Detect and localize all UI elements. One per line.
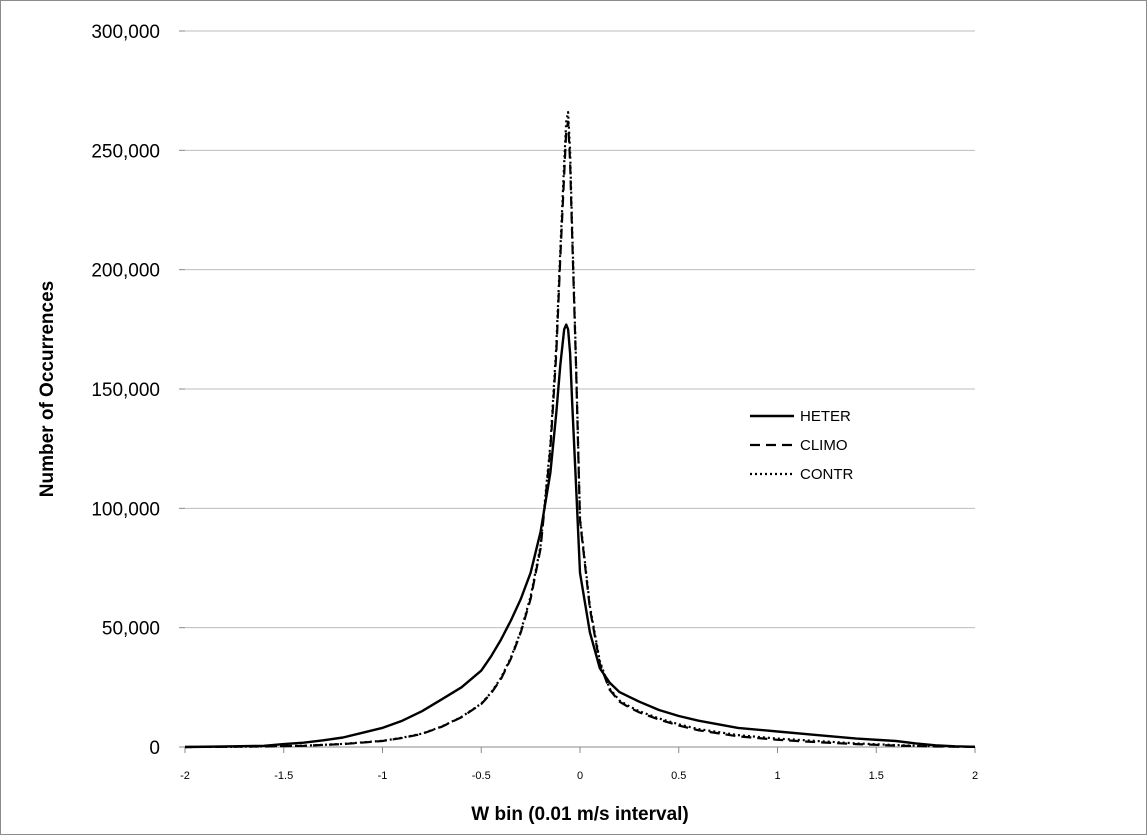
x-tick-label: 1.5 (869, 770, 884, 782)
y-axis-title: Number of Occurrences (37, 281, 58, 497)
y-tick-label: 50,000 (102, 619, 160, 640)
y-tick-label: 300,000 (91, 22, 160, 43)
x-tick-label: -1 (378, 770, 388, 782)
legend-label-climo: CLIMO (800, 437, 848, 454)
legend-label-contr: CONTR (800, 466, 853, 483)
series-line-heter (184, 323, 976, 749)
x-tick-label: 0 (577, 770, 583, 782)
gridlines (185, 30, 975, 629)
series-lines (184, 110, 976, 749)
y-tick-label: 0 (149, 738, 160, 759)
series-line-climo (184, 120, 976, 749)
x-axis-title: W bin (0.01 m/s interval) (471, 804, 689, 825)
y-axis-ticks: 0 50,000 100,000 150,000 200,000 250,000 300,0… (91, 22, 185, 759)
x-tick-label: -2 (180, 770, 190, 782)
x-tick-label: -0.5 (472, 770, 491, 782)
y-tick-label: 250,000 (91, 141, 160, 162)
x-tick-label: 1 (774, 770, 780, 782)
legend-label-heter: HETER (800, 408, 851, 425)
y-tick-label: 150,000 (91, 380, 160, 401)
series-line-contr (184, 110, 976, 749)
x-tick-label: 0.5 (671, 770, 686, 782)
x-axis-ticks: -2 -1.5 -1 -0.5 0 0.5 1 1.5 2 (180, 747, 978, 782)
x-tick-label: 2 (972, 770, 978, 782)
y-tick-label: 200,000 (91, 261, 160, 282)
legend: HETER CLIMO CONTR (750, 408, 853, 483)
y-tick-label: 100,000 (91, 499, 160, 520)
x-tick-label: -1.5 (274, 770, 293, 782)
